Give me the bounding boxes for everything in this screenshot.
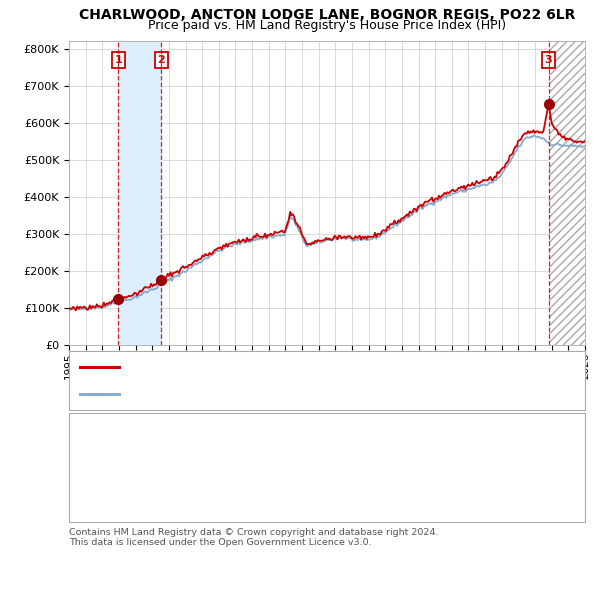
Text: 3: 3: [82, 499, 89, 509]
Text: 19% ↑ HPI: 19% ↑ HPI: [426, 497, 488, 510]
Text: 25-OCT-2023: 25-OCT-2023: [120, 497, 197, 510]
Bar: [118, 41, 161, 345]
Text: Contains HM Land Registry data © Crown copyright and database right 2024.: Contains HM Land Registry data © Crown c…: [69, 528, 439, 537]
Text: 2: 2: [82, 463, 89, 473]
Text: Price paid vs. HM Land Registry's House Price Index (HPI): Price paid vs. HM Land Registry's House …: [148, 19, 506, 32]
Text: £124,450: £124,450: [300, 425, 356, 438]
Bar: [548, 41, 585, 345]
Text: £175,000: £175,000: [300, 461, 356, 474]
Text: 6% ↑ HPI: 6% ↑ HPI: [426, 425, 481, 438]
Text: £650,000: £650,000: [300, 497, 356, 510]
Text: This data is licensed under the Open Government Licence v3.0.: This data is licensed under the Open Gov…: [69, 538, 371, 547]
Text: 2: 2: [158, 55, 165, 65]
Text: 21-JUL-2000: 21-JUL-2000: [120, 461, 192, 474]
Text: 17-DEC-1997: 17-DEC-1997: [120, 425, 199, 438]
Text: 1: 1: [115, 55, 122, 65]
Text: CHARLWOOD, ANCTON LODGE LANE, BOGNOR REGIS, PO22 6LR: CHARLWOOD, ANCTON LODGE LANE, BOGNOR REG…: [79, 8, 575, 22]
Bar: [548, 41, 585, 345]
Text: 2% ↑ HPI: 2% ↑ HPI: [426, 461, 481, 474]
Text: CHARLWOOD, ANCTON LODGE LANE, BOGNOR REGIS, PO22 6LR (detached house): CHARLWOOD, ANCTON LODGE LANE, BOGNOR REG…: [126, 362, 578, 372]
Text: HPI: Average price, detached house, Arun: HPI: Average price, detached house, Arun: [126, 389, 354, 399]
Text: 1: 1: [82, 426, 89, 436]
Text: 3: 3: [545, 55, 553, 65]
